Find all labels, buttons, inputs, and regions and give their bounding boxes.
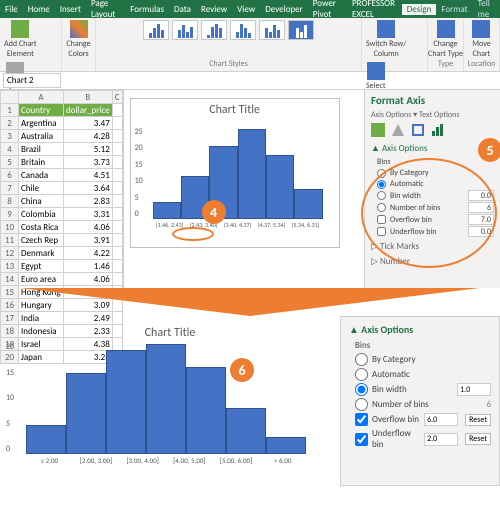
move-chart-button[interactable]: Move Chart bbox=[472, 20, 491, 59]
change-colors-button[interactable]: Change Colors bbox=[66, 20, 90, 59]
callout-4-ring bbox=[172, 227, 214, 241]
histogram-bars bbox=[153, 129, 323, 219]
result-opt-bin-width[interactable]: Bin width bbox=[355, 383, 491, 396]
callout-5-ring bbox=[361, 158, 497, 268]
table-row[interactable]: 4.06 bbox=[64, 221, 113, 234]
effects-icon[interactable] bbox=[391, 123, 405, 137]
table-row[interactable]: 4.51 bbox=[64, 169, 113, 182]
callout-6: 6 bbox=[230, 358, 254, 382]
group-type-label: Type bbox=[438, 59, 453, 69]
name-bar bbox=[0, 72, 500, 90]
table-row[interactable]: 4.28 bbox=[64, 130, 113, 143]
table-row[interactable]: 3.91 bbox=[64, 234, 113, 247]
chart-title[interactable]: Chart Title bbox=[131, 103, 339, 117]
fill-icon[interactable] bbox=[371, 123, 385, 137]
table-row[interactable]: China bbox=[19, 195, 64, 208]
table-row[interactable]: Canada bbox=[19, 169, 64, 182]
group-chart-styles-label: Chart Styles bbox=[209, 59, 248, 69]
table-row[interactable]: Brazil bbox=[19, 143, 64, 156]
table-row[interactable]: Britain bbox=[19, 156, 64, 169]
callout-5: 5 bbox=[478, 138, 500, 162]
chart-y-axis: 2520151050 bbox=[135, 127, 143, 219]
table-row[interactable]: Australia bbox=[19, 130, 64, 143]
tab-home[interactable]: Home bbox=[23, 4, 55, 15]
table-row[interactable]: Euro area bbox=[19, 273, 64, 286]
group-location-label: Location bbox=[468, 59, 496, 69]
result-axis-options-pane: ▲ Axis Options Bins By Category Automati… bbox=[340, 316, 500, 486]
result-opt-automatic[interactable]: Automatic bbox=[355, 368, 491, 381]
ribbon-body: Add Chart Element Quick Layout Chart Lay… bbox=[0, 18, 500, 72]
tab-insert[interactable]: Insert bbox=[55, 4, 86, 15]
result-opt-by-category[interactable]: By Category bbox=[355, 353, 491, 366]
name-box[interactable] bbox=[3, 73, 61, 88]
result-chart: Chart Title 20151050 ≤ 2.00[2.00, 3.00][… bbox=[0, 316, 340, 486]
callout-4: 4 bbox=[202, 200, 226, 224]
result-chart-title: Chart Title bbox=[10, 326, 330, 340]
bin-width-field[interactable] bbox=[457, 383, 491, 396]
table-row[interactable]: Chile bbox=[19, 182, 64, 195]
table-row[interactable]: 3.64 bbox=[64, 182, 113, 195]
change-chart-type-button[interactable]: Change Chart Type bbox=[428, 20, 463, 59]
embedded-chart[interactable]: Chart Title 2520151050 [1.46, 2.43](2.43… bbox=[130, 98, 340, 248]
table-row[interactable]: Egypt bbox=[19, 260, 64, 273]
result-opt-number-of-bins[interactable]: Number of bins6 bbox=[355, 398, 491, 411]
tab-developer[interactable]: Developer bbox=[260, 4, 308, 15]
tab-review[interactable]: Review bbox=[196, 4, 232, 15]
result-y-axis: 20151050 bbox=[6, 342, 14, 454]
tab-powerpivot[interactable]: Power Pivot bbox=[308, 0, 347, 20]
col-price-header: dollar_price bbox=[64, 104, 113, 117]
section-axis-options[interactable]: ▲ Axis Options bbox=[371, 143, 494, 154]
result-opt-underflow-bin[interactable]: Underflow binReset bbox=[355, 428, 491, 450]
tab-data[interactable]: Data bbox=[169, 4, 196, 15]
tab-format[interactable]: Format bbox=[436, 4, 472, 15]
table-row[interactable]: 3.47 bbox=[64, 117, 113, 130]
add-chart-element-button[interactable]: Add Chart Element bbox=[4, 20, 37, 59]
table-row[interactable]: 4.22 bbox=[64, 247, 113, 260]
table-row[interactable]: Costa Rica bbox=[19, 221, 64, 234]
table-row[interactable]: 3.73 bbox=[64, 156, 113, 169]
ribbon-tabs: File Home Insert Page Layout Formulas Da… bbox=[0, 0, 500, 18]
pane-title: Format Axis bbox=[371, 94, 494, 107]
tab-pagelayout[interactable]: Page Layout bbox=[86, 0, 125, 20]
table-row[interactable]: 3.31 bbox=[64, 208, 113, 221]
table-row[interactable]: 5.12 bbox=[64, 143, 113, 156]
table-row[interactable]: 4.06 bbox=[64, 273, 113, 286]
tab-view[interactable]: View bbox=[232, 4, 260, 15]
result-histogram-bars bbox=[26, 344, 306, 454]
pane-subnav[interactable]: Axis Options ▾ Text Options bbox=[371, 110, 494, 120]
col-country-header: Country bbox=[19, 104, 64, 117]
size-icon[interactable] bbox=[411, 123, 425, 137]
table-row[interactable]: Denmark bbox=[19, 247, 64, 260]
overflow-reset-button[interactable]: Reset bbox=[465, 414, 491, 426]
tab-profexcel[interactable]: PROFESSOR EXCEL bbox=[347, 0, 402, 20]
table-row[interactable]: Czech Rep bbox=[19, 234, 64, 247]
underflow-reset-button[interactable]: Reset bbox=[465, 433, 491, 445]
chart-styles-gallery[interactable] bbox=[143, 20, 314, 40]
overflow-field[interactable] bbox=[424, 413, 458, 426]
tab-file[interactable]: File bbox=[0, 4, 23, 15]
table-row[interactable]: Colombia bbox=[19, 208, 64, 221]
big-arrow bbox=[0, 288, 500, 316]
switch-row-column-button[interactable]: Switch Row/ Column bbox=[366, 20, 406, 59]
result-bins-label: Bins bbox=[355, 340, 491, 351]
result-opt-overflow-bin[interactable]: Overflow binReset bbox=[355, 413, 491, 426]
tab-formulas[interactable]: Formulas bbox=[125, 4, 169, 15]
axis-options-icon[interactable] bbox=[431, 123, 445, 137]
result-section-axis-options: ▲ Axis Options bbox=[349, 323, 491, 336]
format-axis-pane: Format Axis Axis Options ▾ Text Options … bbox=[364, 90, 500, 288]
underflow-field[interactable] bbox=[424, 433, 458, 446]
tab-design[interactable]: Design bbox=[402, 4, 437, 15]
table-row[interactable]: 1.46 bbox=[64, 260, 113, 273]
result-x-axis: ≤ 2.00[2.00, 3.00][3.00, 4.00][4.00, 5.0… bbox=[26, 456, 306, 465]
table-row[interactable]: 2.83 bbox=[64, 195, 113, 208]
tab-tellme[interactable]: Tell me bbox=[473, 0, 500, 20]
worksheet[interactable]: ABC 1Countrydollar_price 2Argentina3.473… bbox=[0, 90, 124, 288]
table-row[interactable]: Argentina bbox=[19, 117, 64, 130]
